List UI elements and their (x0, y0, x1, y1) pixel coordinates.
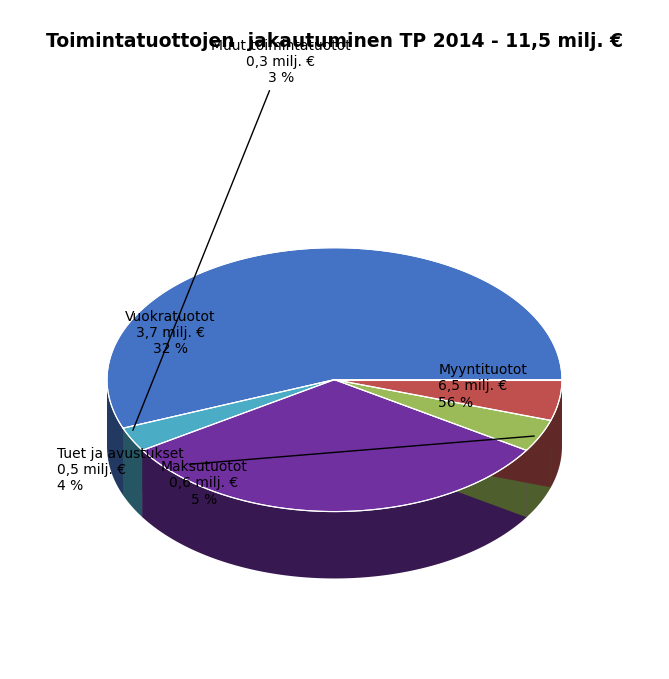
Polygon shape (107, 380, 123, 495)
Polygon shape (142, 450, 527, 579)
Polygon shape (334, 380, 527, 517)
Text: Myyntituotot
6,5 milj. €
56 %: Myyntituotot 6,5 milj. € 56 % (438, 363, 527, 409)
Polygon shape (334, 380, 551, 488)
Polygon shape (142, 380, 334, 517)
Text: Toimintatuottojen  jakautuminen TP 2014 - 11,5 milj. €: Toimintatuottojen jakautuminen TP 2014 -… (46, 32, 623, 51)
Polygon shape (334, 380, 562, 420)
Text: Muut toimintatuotot
0,3 milj. €
3 %: Muut toimintatuotot 0,3 milj. € 3 % (133, 39, 351, 430)
Polygon shape (123, 380, 334, 495)
Polygon shape (334, 380, 562, 447)
Polygon shape (527, 420, 551, 517)
Polygon shape (123, 380, 334, 450)
Text: Vuokratuotot
3,7 milj. €
32 %: Vuokratuotot 3,7 milj. € 32 % (125, 310, 216, 356)
Polygon shape (107, 248, 562, 428)
Polygon shape (123, 428, 142, 517)
Polygon shape (334, 380, 551, 488)
Polygon shape (142, 380, 527, 511)
Text: Tuet ja avustukset
0,5 milj. €
4 %: Tuet ja avustukset 0,5 milj. € 4 % (57, 436, 535, 493)
Polygon shape (142, 380, 334, 517)
Text: Maksutuotot
0,6 milj. €
5 %: Maksutuotot 0,6 milj. € 5 % (161, 460, 248, 507)
Polygon shape (551, 380, 562, 488)
Polygon shape (123, 380, 334, 495)
Polygon shape (107, 380, 334, 447)
Polygon shape (334, 380, 527, 517)
Polygon shape (334, 380, 551, 450)
